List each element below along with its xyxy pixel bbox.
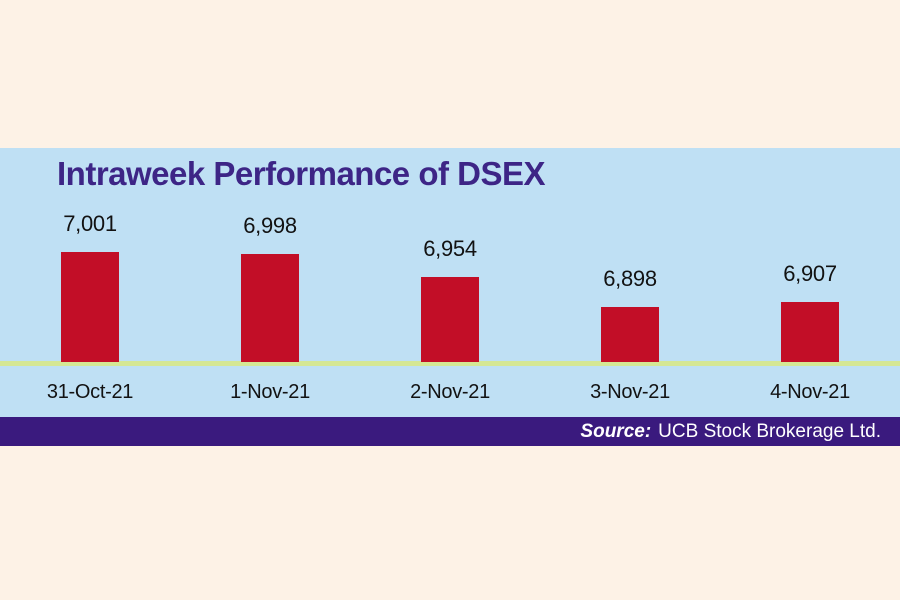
x-axis-baseline	[0, 361, 900, 366]
bar	[781, 302, 839, 362]
x-axis-label: 4-Nov-21	[770, 381, 850, 403]
chart-panel: Intraweek Performance of DSEX 7,001 31-Oc…	[0, 148, 900, 417]
bar-value-label: 7,001	[63, 211, 117, 236]
bar	[241, 254, 299, 362]
x-axis-label: 2-Nov-21	[410, 381, 490, 403]
bar	[601, 307, 659, 362]
source-text: UCB Stock Brokerage Ltd.	[658, 421, 881, 442]
bar-value-label: 6,898	[603, 266, 657, 291]
source-label: Source:	[580, 421, 652, 442]
bar-value-label: 6,907	[783, 261, 837, 286]
plot-area: 7,001 31-Oct-21 6,998 1-Nov-21 6,954 2-Nov-21…	[0, 148, 900, 417]
bar-value-label: 6,954	[423, 236, 477, 261]
x-axis-label: 31-Oct-21	[46, 381, 134, 403]
x-axis-label: 3-Nov-21	[590, 381, 670, 403]
bar	[61, 252, 119, 362]
bar	[421, 277, 479, 362]
chart-title: Intraweek Performance of DSEX	[57, 155, 546, 192]
source-bar: Source: UCB Stock Brokerage Ltd.	[0, 417, 900, 446]
x-axis-label: 1-Nov-21	[230, 381, 310, 403]
bar-value-label: 6,998	[243, 213, 297, 238]
